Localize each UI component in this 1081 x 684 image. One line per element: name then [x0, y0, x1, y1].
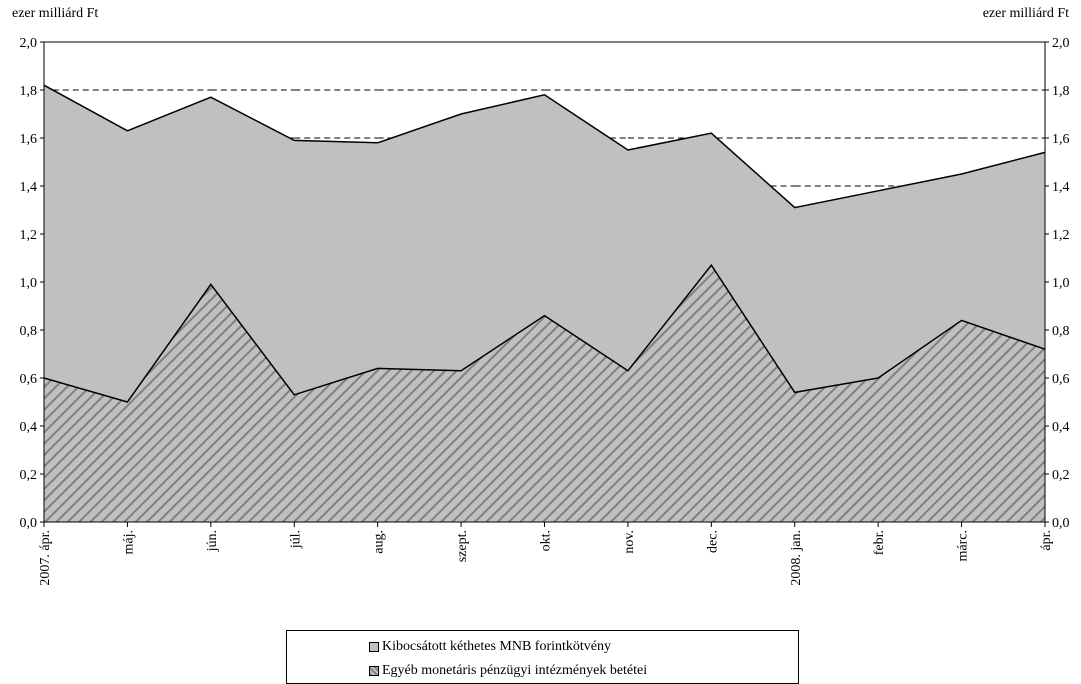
y-tick-label-left: 0,6 — [20, 372, 38, 387]
chart-legend: Kibocsátott kéthetes MNB forintkötvény E… — [286, 630, 799, 684]
legend-swatch-deposits — [369, 666, 379, 676]
x-tick-label: 2007. ápr. — [38, 530, 53, 586]
x-tick-label: febr. — [872, 530, 887, 555]
y-tick-label-right: 1,4 — [1052, 180, 1070, 195]
legend-swatch-bond — [369, 642, 379, 652]
x-tick-label: júl. — [288, 530, 303, 549]
x-tick-label: aug. — [372, 530, 387, 554]
y-tick-label-left: 0,4 — [20, 420, 38, 435]
y-tick-label-left: 0,0 — [20, 516, 38, 531]
y-tick-label-left: 1,2 — [20, 228, 38, 243]
y-tick-label-left: 1,6 — [20, 132, 38, 147]
y-tick-label-left: 1,4 — [20, 180, 38, 195]
x-tick-label: jún. — [205, 530, 220, 552]
y-tick-label-left: 0,2 — [20, 468, 38, 483]
x-tick-label: dec. — [705, 530, 720, 553]
y-tick-label-right: 0,2 — [1052, 468, 1070, 483]
line-total — [43, 84, 1046, 209]
legend-item-bond: Kibocsátott kéthetes MNB forintkötvény — [369, 639, 611, 655]
y-tick-label-left: 2,0 — [20, 36, 38, 51]
y-axis-unit-left: ezer milliárd Ft — [12, 6, 99, 21]
y-tick-label-right: 0,6 — [1052, 372, 1070, 387]
line-deposits — [43, 263, 1046, 403]
x-tick-label: 2008. jan. — [789, 530, 804, 586]
y-tick-label-left: 0,8 — [20, 324, 38, 339]
legend-label-deposits: Egyéb monetáris pénzügyi intézmények bet… — [382, 663, 648, 678]
area-deposits — [44, 265, 1045, 522]
y-tick-label-right: 1,6 — [1052, 132, 1070, 147]
y-tick-label-right: 0,4 — [1052, 420, 1070, 435]
y-tick-label-right: 1,0 — [1052, 276, 1070, 291]
y-tick-label-right: 0,0 — [1052, 516, 1070, 531]
legend-label-bond: Kibocsátott kéthetes MNB forintkötvény — [382, 639, 612, 654]
y-axis-unit-right: ezer milliárd Ft — [982, 6, 1069, 21]
y-tick-label-left: 1,0 — [20, 276, 38, 291]
y-tick-label-right: 0,8 — [1052, 324, 1070, 339]
x-tick-label: okt. — [539, 530, 554, 551]
x-tick-label: nov. — [622, 530, 637, 554]
x-tick-label: ápr. — [1039, 530, 1054, 551]
x-tick-label: szept. — [455, 530, 470, 562]
y-tick-label-right: 1,8 — [1052, 84, 1070, 99]
x-tick-label: máj. — [121, 530, 136, 555]
y-tick-label-left: 1,8 — [20, 84, 38, 99]
x-tick-label: márc. — [956, 530, 971, 561]
y-tick-label-right: 1,2 — [1052, 228, 1070, 243]
y-tick-label-right: 2,0 — [1052, 36, 1070, 51]
legend-item-deposits: Egyéb monetáris pénzügyi intézmények bet… — [369, 663, 647, 679]
